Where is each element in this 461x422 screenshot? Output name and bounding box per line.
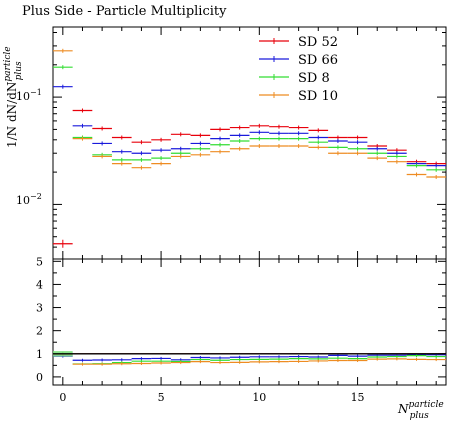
ratio-series-group [53, 351, 446, 366]
ratio-ytick-label: 1 [36, 348, 43, 361]
y-axis-label-sup: particle [3, 46, 13, 81]
y-axis-label: 1/N dN/dNparticleplus [3, 46, 24, 148]
series-sd-52 [53, 108, 446, 248]
plot-title: Plus Side - Particle Multiplicity [22, 4, 227, 19]
xtick-label: 0 [59, 391, 66, 404]
legend-entry: SD 10 [298, 89, 338, 104]
ratio-ytick-label: 5 [36, 255, 43, 268]
ratio-plot-frame [52, 258, 447, 386]
legend-entry: SD 8 [298, 71, 330, 86]
xtick-label: 15 [351, 391, 365, 404]
legend: SD 52 SD 66 SD 8 SD 10 [259, 35, 338, 104]
legend-entry: SD 66 [298, 53, 338, 68]
x-axis-label-sub: plus [410, 411, 429, 421]
legend-entry: SD 52 [298, 35, 338, 50]
xtick-label: 10 [252, 391, 266, 404]
ratio-ytick-label: 3 [36, 302, 43, 315]
main-y-ticks [53, 31, 446, 248]
ratio-ytick-label: 2 [36, 325, 43, 338]
main-ytick-label-1e-2: 10−2 [16, 192, 42, 207]
y-axis-label-main: 1/N dN/dN [5, 82, 19, 148]
xtick-label: 5 [158, 391, 165, 404]
ratio-ytick-label: 4 [36, 278, 43, 291]
ytick-exp-1e-1: −1 [30, 88, 42, 97]
ytick-exp-1e-2: −2 [30, 192, 42, 201]
ratio-series-sd-10 [53, 352, 446, 366]
series-sd-8 [53, 65, 446, 172]
x-axis-label: Nparticle plus [397, 400, 444, 421]
series-sd-66 [53, 84, 446, 168]
main-series-group [53, 48, 446, 248]
series-sd-10 [53, 48, 446, 180]
x-ticks: 0 5 10 15 [59, 27, 437, 404]
ytick-base-1e-1: 10 [16, 90, 30, 103]
x-axis-label-sup: particle [409, 400, 444, 410]
ratio-ytick-label: 0 [36, 371, 43, 384]
ytick-base-1e-2: 10 [16, 194, 30, 207]
main-ytick-label-1e-1: 10−1 [16, 88, 42, 103]
x-axis-label-main: N [397, 402, 409, 416]
y-axis-label-sub: plus [14, 61, 24, 80]
